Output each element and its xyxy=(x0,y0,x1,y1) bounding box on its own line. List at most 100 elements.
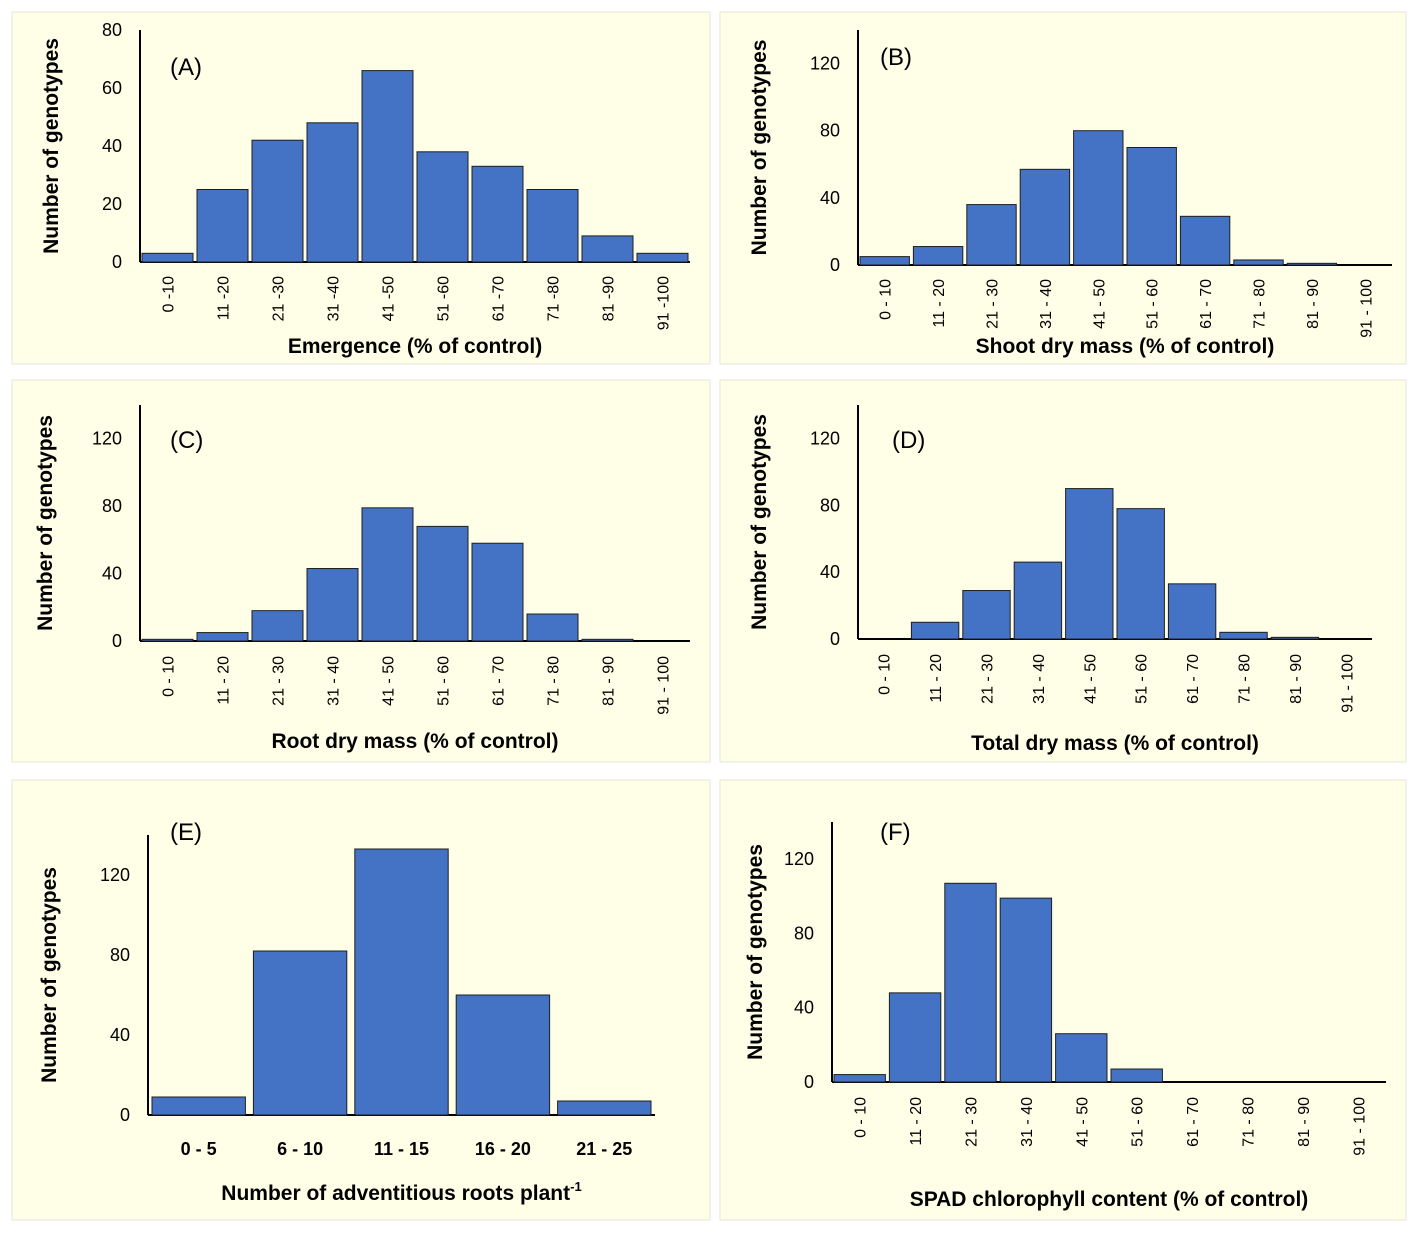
x-tick-label: 91 -100 xyxy=(656,276,673,330)
y-tick-label: 40 xyxy=(794,998,814,1018)
x-tick-label: 31 - 40 xyxy=(1019,1097,1036,1147)
x-tick-label: 0 -10 xyxy=(161,276,178,313)
bar xyxy=(354,848,449,1116)
panel-title: (C) xyxy=(170,427,203,454)
bar xyxy=(1116,508,1165,640)
y-tick-label: 60 xyxy=(102,78,122,98)
x-tick-label: 61 - 70 xyxy=(491,656,508,706)
bar xyxy=(1167,583,1217,640)
bar xyxy=(557,1100,652,1116)
x-axis-label: Emergence (% of control) xyxy=(288,335,542,358)
panel-title: (E) xyxy=(170,819,202,846)
y-tick-label: 40 xyxy=(102,564,122,584)
bar xyxy=(196,632,249,642)
x-tick-label: 61 - 70 xyxy=(1198,279,1215,329)
panel-title: (D) xyxy=(892,427,925,454)
y-tick-label: 80 xyxy=(794,923,814,943)
y-tick-label: 0 xyxy=(830,255,840,275)
bar xyxy=(1055,1033,1108,1083)
bar xyxy=(361,507,414,642)
y-axis-label: Number of genotypes xyxy=(34,415,57,631)
bar xyxy=(912,246,964,266)
bar xyxy=(636,252,689,263)
y-axis-label: Number of genotypes xyxy=(744,844,767,1060)
bar xyxy=(944,882,997,1083)
bar xyxy=(966,204,1017,266)
chart-panel-a: 0 20 40 60 80 0 -10 11 -20 21 -30 31 -40 41 -50 51… xyxy=(11,11,711,365)
bar xyxy=(361,70,414,263)
x-tick-label: 81 - 90 xyxy=(1305,279,1322,329)
y-tick-label: 120 xyxy=(784,849,814,869)
x-tick-label: 71 - 80 xyxy=(1252,279,1269,329)
x-tick-label: 61 - 70 xyxy=(1185,1097,1202,1147)
y-tick-label: 80 xyxy=(820,121,840,141)
x-tick-label: 11 -20 xyxy=(216,276,233,320)
x-tick-label: 91 - 100 xyxy=(656,656,673,715)
x-tick-label: 0 - 10 xyxy=(878,279,895,320)
bar xyxy=(251,139,304,263)
y-tick-label: 80 xyxy=(820,495,840,515)
y-tick-label: 0 xyxy=(804,1072,814,1092)
chart-panel-d: 0 40 80 120 0 - 10 11 - 20 21 - 30 31 - 40 41 - … xyxy=(719,379,1407,763)
bar xyxy=(1013,561,1063,640)
x-tick-label: 71 - 80 xyxy=(1237,654,1254,704)
y-tick-label: 80 xyxy=(110,945,130,965)
chart-panel-e: 0 40 80 120 0 - 5 6 - 10 11 - 15 16 - 20 21 - 25… xyxy=(11,779,711,1221)
bar xyxy=(471,542,524,642)
panel-background xyxy=(719,779,1407,1221)
bar xyxy=(859,256,910,266)
bar xyxy=(1126,147,1177,266)
x-tick-label: 0 - 10 xyxy=(877,654,894,695)
x-tick-label: 0 - 10 xyxy=(853,1097,870,1138)
bar xyxy=(1286,262,1338,266)
x-tick-label: 11 - 20 xyxy=(928,654,945,703)
x-axis-label: Number of adventitious roots plant-1 xyxy=(221,1179,581,1205)
y-tick-label: 0 xyxy=(830,629,840,649)
y-tick-label: 40 xyxy=(110,1025,130,1045)
bar xyxy=(252,950,348,1116)
x-tick-label: 91 - 100 xyxy=(1358,279,1375,338)
x-axis-label: Total dry mass (% of control) xyxy=(971,732,1259,755)
bar xyxy=(1073,130,1124,266)
x-tick-label: 81 - 90 xyxy=(601,656,618,706)
bar xyxy=(1179,215,1231,266)
x-tick-label: 41 -50 xyxy=(381,276,398,321)
y-tick-label: 80 xyxy=(102,20,122,40)
y-tick-label: 0 xyxy=(112,631,122,651)
x-tick-label: 91 - 100 xyxy=(1339,654,1356,713)
x-tick-label: 11 - 20 xyxy=(216,656,233,705)
x-tick-label: 21 -30 xyxy=(271,276,288,321)
x-tick-label: 41 - 50 xyxy=(381,656,398,706)
y-axis-label: Number of genotypes xyxy=(748,40,771,256)
panel-title: (F) xyxy=(880,819,911,846)
bar xyxy=(888,992,942,1083)
bar xyxy=(306,122,359,263)
y-tick-label: 40 xyxy=(820,188,840,208)
x-tick-label: 41 - 50 xyxy=(1091,279,1108,329)
y-tick-label: 120 xyxy=(100,865,130,885)
x-tick-label: 21 - 30 xyxy=(271,656,288,706)
x-tick-label: 51 - 60 xyxy=(1130,1097,1147,1147)
bar xyxy=(306,568,359,642)
x-tick-label: 11 - 15 xyxy=(374,1139,429,1159)
x-axis-label-superscript: -1 xyxy=(570,1179,582,1194)
bar xyxy=(1065,488,1114,640)
bar xyxy=(526,189,579,263)
y-axis-label: Number of genotypes xyxy=(748,414,771,630)
bar xyxy=(251,610,304,642)
x-tick-label: 21 - 30 xyxy=(980,654,997,704)
bar xyxy=(581,638,634,642)
x-tick-label: 51 - 60 xyxy=(1145,279,1162,329)
x-tick-label: 61 -70 xyxy=(491,276,508,321)
panel-title: (A) xyxy=(170,54,202,81)
x-tick-label: 21 - 25 xyxy=(576,1139,632,1159)
bar xyxy=(999,897,1053,1083)
y-tick-label: 120 xyxy=(810,428,840,448)
x-tick-label: 91 - 100 xyxy=(1351,1097,1368,1156)
y-axis-label: Number of genotypes xyxy=(38,867,61,1083)
bar xyxy=(455,994,551,1116)
bar xyxy=(196,189,249,263)
x-tick-label: 81 -90 xyxy=(601,276,618,321)
x-tick-label: 31 - 40 xyxy=(326,656,343,706)
